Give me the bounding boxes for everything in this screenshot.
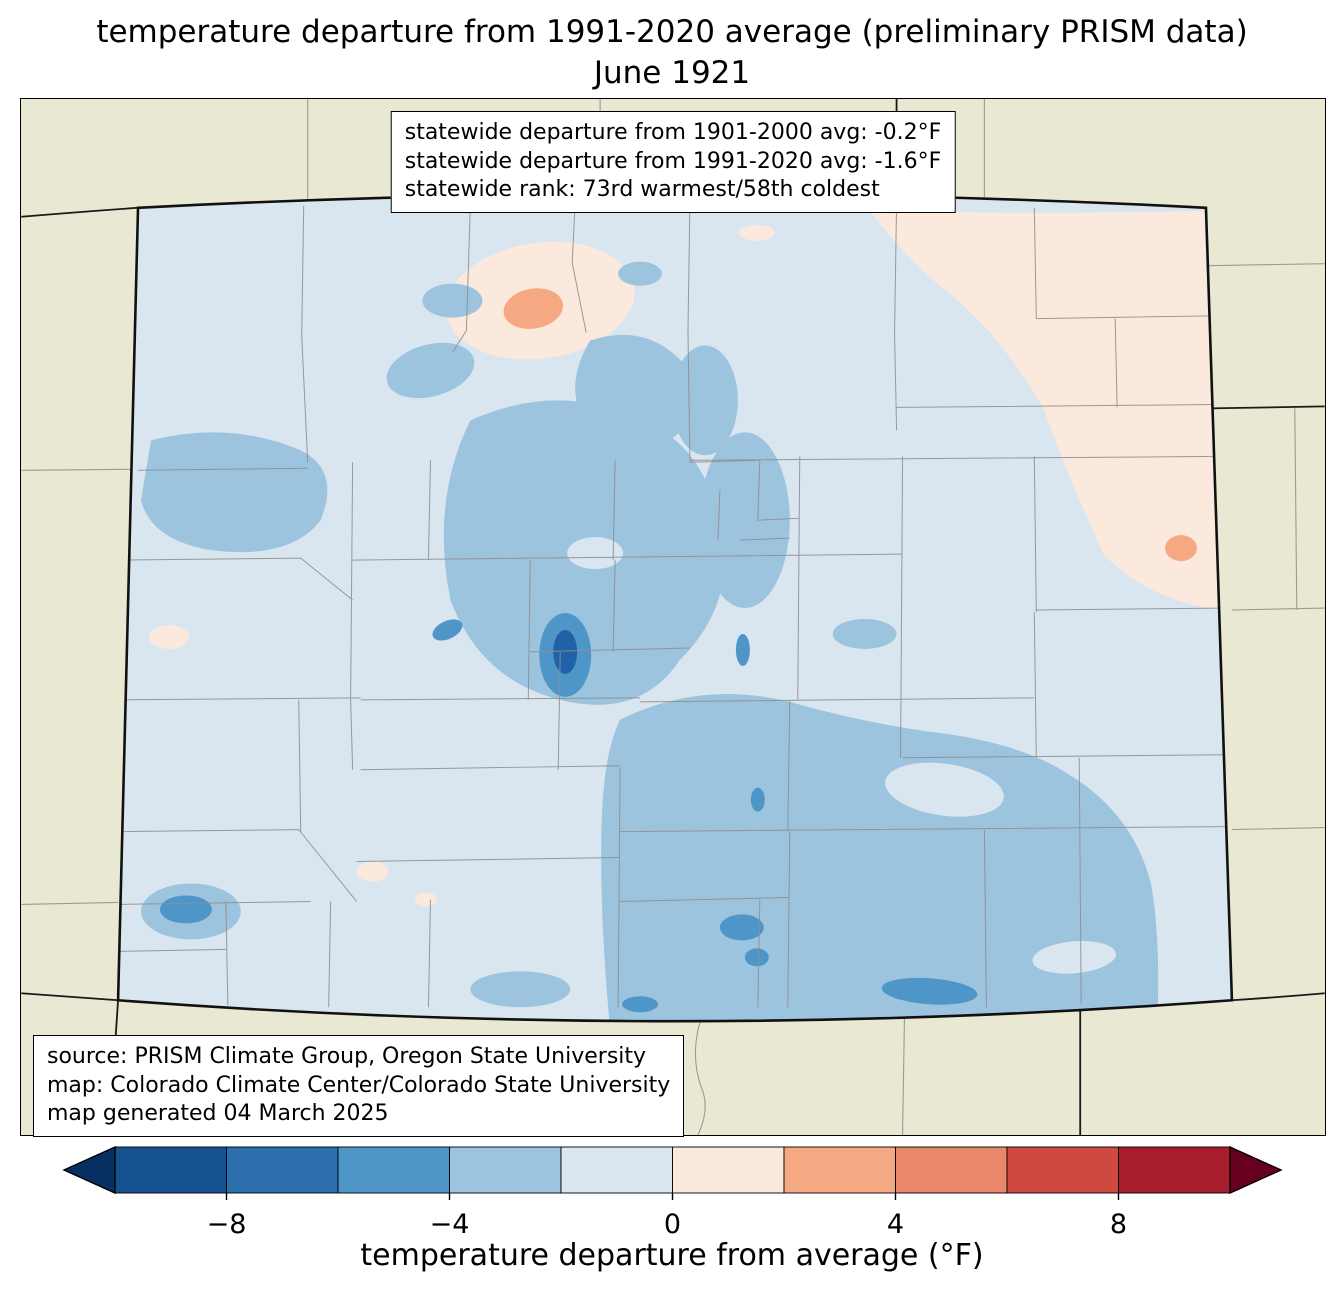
colorbar-axis-label: temperature departure from average (°F): [360, 1238, 984, 1273]
source-line-1: source: PRISM Climate Group, Oregon Stat…: [47, 1044, 647, 1069]
colorbar: −8 −4 0 4 8: [62, 1145, 1283, 1240]
colorbar-arrow-left: [62, 1145, 116, 1195]
colorbar-tick-label: −8: [207, 1209, 247, 1240]
map-title-line1: temperature departure from 1991-2020 ave…: [96, 14, 1248, 50]
colorbar-tick-label: −4: [430, 1209, 470, 1240]
colorbar-segment: [783, 1146, 896, 1194]
colorado-map: [21, 99, 1325, 1135]
coldest-anomaly-core: [553, 629, 578, 674]
colorbar-arrow-right: [1229, 1145, 1283, 1195]
warm-anomaly-spots: [503, 288, 1197, 562]
colorbar-tick-label: 8: [1110, 1209, 1127, 1240]
colorbar-segment: [1006, 1146, 1119, 1194]
stats-box: statewide departure from 1901-2000 avg: …: [390, 111, 956, 213]
colorbar-segment: [895, 1146, 1008, 1194]
stats-line-3: statewide rank: 73rd warmest/58th coldes…: [404, 177, 880, 203]
colorbar-segment: [114, 1146, 227, 1194]
colorbar-segment: [1118, 1146, 1231, 1194]
source-box: source: PRISM Climate Group, Oregon Stat…: [33, 1035, 685, 1137]
colorbar-segment: [337, 1146, 450, 1194]
source-line-3: map generated 04 March 2025: [47, 1101, 389, 1127]
temperature-fill: [118, 193, 1232, 1022]
colorbar-segment: [672, 1146, 785, 1194]
colorbar-segment: [560, 1146, 673, 1194]
map-title-line2: June 1921: [593, 55, 751, 91]
source-line-2: map: Colorado Climate Center/Colorado St…: [47, 1072, 671, 1098]
stats-line-2: statewide departure from 1991-2020 avg: …: [404, 148, 942, 174]
stats-line-1: statewide departure from 1901-2000 avg: …: [404, 120, 942, 145]
colorbar-tick-label: 4: [887, 1209, 904, 1240]
map-axes: statewide departure from 1901-2000 avg: …: [20, 98, 1326, 1137]
colorbar-segment: [226, 1146, 339, 1194]
colorbar-segment: [449, 1146, 562, 1194]
colorbar-tick-label: 0: [664, 1209, 681, 1240]
county-boundaries: [118, 198, 1230, 1008]
neutral-holes: [567, 537, 1117, 974]
